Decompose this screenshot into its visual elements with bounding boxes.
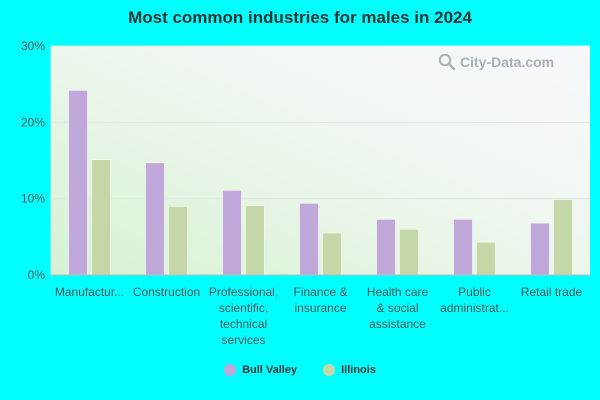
x-tick-label-line: Public: [458, 285, 491, 299]
legend: Bull Valley Illinois: [0, 364, 600, 376]
bar-bull-valley-4[interactable]: [376, 218, 396, 276]
watermark-text: City-Data.com: [460, 54, 555, 70]
y-tick-label-30: 30%: [21, 39, 45, 53]
bar-bull-valley-1[interactable]: [145, 162, 165, 276]
plot-background: [51, 46, 590, 275]
bars: [68, 89, 573, 276]
legend-item-illinois[interactable]: Illinois: [323, 364, 376, 376]
x-tick-label-line: assistance: [369, 317, 426, 331]
x-tick-label-line: Finance &: [293, 285, 347, 299]
x-tick-label-line: & social: [376, 301, 418, 315]
x-tick-label-5: Public administrat...: [440, 285, 509, 315]
magnifier-icon: [438, 53, 456, 71]
grid-lines: [51, 45, 590, 200]
bar-illinois-1[interactable]: [168, 206, 188, 276]
x-tick-label-line: Construction: [133, 285, 200, 299]
x-tick-label-4: Health care & social assistance: [367, 285, 429, 331]
bar-bull-valley-5[interactable]: [453, 218, 473, 276]
y-tick-label-10: 10%: [21, 192, 45, 206]
x-tick-label-line: insurance: [294, 301, 346, 315]
bar-illinois-6[interactable]: [553, 199, 573, 276]
labels: 0% 10% 20% 30% Manufactur... Construction Prof…: [21, 39, 583, 347]
x-tick-label-line: scientific,: [219, 301, 268, 315]
x-tick-label-line: Manufactur...: [55, 285, 124, 299]
bar-illinois-3[interactable]: [322, 232, 342, 276]
axes: [50, 46, 590, 276]
bar-illinois-4[interactable]: [399, 228, 419, 276]
bar-bull-valley-0[interactable]: [68, 89, 88, 276]
x-tick-label-line: administrat...: [440, 301, 509, 315]
x-tick-label-1: Construction: [133, 285, 200, 299]
bar-illinois-0[interactable]: [91, 159, 111, 276]
x-tick-label-6: Retail trade: [521, 285, 583, 299]
x-tick-label-2: Professional, scientific, technical service…: [209, 285, 278, 347]
legend-label-illinois: Illinois: [341, 364, 376, 376]
x-tick-label-0: Manufactur...: [55, 285, 124, 299]
bar-bull-valley-2[interactable]: [222, 189, 242, 276]
x-tick-label-line: Health care: [367, 285, 429, 299]
y-tick-label-20: 20%: [21, 115, 45, 129]
x-tick-label-line: Retail trade: [521, 285, 583, 299]
legend-label-bull-valley: Bull Valley: [242, 364, 298, 376]
chart-title: Most common industries for males in 2024: [128, 8, 472, 27]
y-tick-label-0: 0%: [28, 268, 46, 282]
bar-illinois-5[interactable]: [476, 241, 496, 276]
legend-swatch-bull-valley: [224, 364, 237, 376]
bar-bull-valley-3[interactable]: [299, 202, 319, 276]
watermark: City-Data.com: [438, 53, 554, 71]
legend-swatch-illinois: [323, 364, 336, 376]
x-tick-label-line: services: [221, 333, 265, 347]
x-tick-label-line: technical: [220, 317, 267, 331]
legend-item-bull-valley[interactable]: Bull Valley: [224, 364, 297, 376]
bar-bull-valley-6[interactable]: [530, 222, 550, 276]
x-tick-label-line: Professional,: [209, 285, 278, 299]
x-tick-label-3: Finance & insurance: [293, 285, 347, 315]
bar-illinois-2[interactable]: [245, 205, 265, 276]
